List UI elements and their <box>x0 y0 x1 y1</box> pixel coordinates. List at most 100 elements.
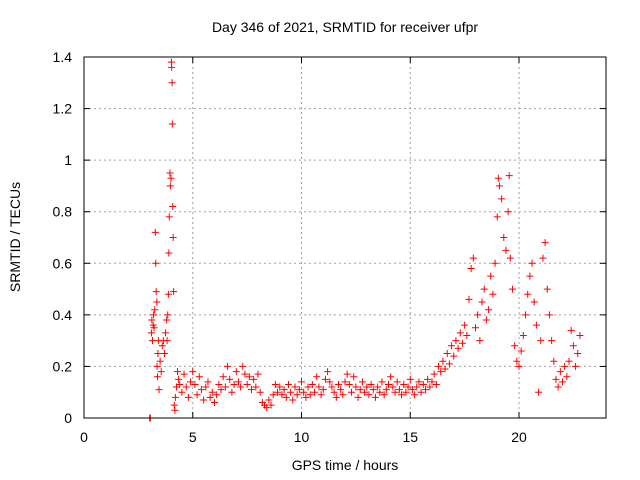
data-point <box>295 386 303 394</box>
data-point <box>211 399 218 407</box>
data-point <box>200 396 208 404</box>
data-point <box>160 350 168 358</box>
plot-frame <box>83 56 607 419</box>
data-point <box>402 388 410 396</box>
data-point <box>326 378 334 386</box>
data-point <box>480 285 488 293</box>
data-point <box>152 288 160 296</box>
data-point <box>204 378 212 386</box>
data-point <box>337 386 345 394</box>
data-point <box>252 383 260 391</box>
y-tick-label: 1.4 <box>53 49 73 65</box>
data-point <box>421 386 429 394</box>
data-point <box>241 370 249 378</box>
x-tick-label: 15 <box>402 429 418 445</box>
data-point <box>150 324 158 332</box>
data-point <box>280 386 288 394</box>
data-point <box>147 329 155 337</box>
data-point <box>474 311 482 319</box>
data-point <box>437 368 445 376</box>
data-point <box>163 337 171 345</box>
data-point <box>247 386 255 394</box>
data-point <box>178 388 186 396</box>
data-point <box>164 290 172 298</box>
data-point <box>155 386 163 394</box>
y-tick-label: 0.6 <box>53 255 73 271</box>
data-point <box>524 290 532 298</box>
data-point <box>554 383 562 391</box>
data-point <box>411 391 419 399</box>
data-point <box>476 337 484 345</box>
data-point <box>154 373 162 381</box>
chart-title: Day 346 of 2021, SRMTID for receiver ufp… <box>212 19 478 35</box>
data-point <box>154 350 162 358</box>
data-point <box>168 79 176 87</box>
data-point <box>472 324 479 332</box>
data-point <box>193 391 201 399</box>
data-point <box>315 383 323 391</box>
data-point <box>439 357 447 365</box>
data-point <box>505 172 513 180</box>
data-point <box>170 401 178 409</box>
data-point <box>491 259 499 267</box>
data-point <box>543 285 551 293</box>
data-point <box>485 306 493 314</box>
data-point <box>545 311 553 319</box>
data-point <box>363 383 371 391</box>
data-point <box>463 331 471 339</box>
data-point <box>265 396 273 404</box>
data-point <box>441 365 449 373</box>
data-point <box>324 368 332 376</box>
data-point <box>208 388 216 396</box>
data-point <box>306 391 314 399</box>
data-point <box>367 380 375 388</box>
data-point <box>215 380 223 388</box>
data-point <box>239 362 247 370</box>
data-point <box>452 337 460 345</box>
data-point <box>376 388 384 396</box>
data-point <box>274 388 282 396</box>
data-point <box>365 391 373 399</box>
data-point <box>330 388 338 396</box>
data-point <box>569 342 577 350</box>
data-point <box>284 380 292 388</box>
data-point <box>552 375 560 383</box>
data-point <box>561 362 569 370</box>
x-tick-label: 0 <box>80 429 88 445</box>
data-point <box>276 383 284 391</box>
x-tick-label: 5 <box>189 429 197 445</box>
data-point <box>291 383 299 391</box>
data-point <box>230 380 238 388</box>
data-point <box>415 378 423 386</box>
data-point <box>237 383 245 391</box>
data-point <box>508 285 516 293</box>
data-point <box>163 316 171 324</box>
data-point <box>202 383 210 391</box>
data-point <box>150 311 158 319</box>
data-point <box>311 388 319 396</box>
data-point <box>530 298 538 306</box>
data-point <box>254 370 262 378</box>
data-point <box>182 383 190 391</box>
data-point <box>358 378 366 386</box>
data-point <box>170 288 178 296</box>
data-point <box>378 378 386 386</box>
data-point <box>263 404 271 412</box>
data-point <box>559 378 566 386</box>
data-point <box>408 386 416 394</box>
data-point <box>443 350 451 358</box>
data-point <box>456 329 464 337</box>
data-point <box>482 316 490 324</box>
data-point <box>176 380 184 388</box>
data-point <box>567 326 575 334</box>
data-point <box>352 383 360 391</box>
data-point <box>461 321 469 329</box>
data-point <box>171 406 179 414</box>
axis-ticks: 0 5 10 15 20 0 0.2 0.4 0.6 0.8 1 1.2 1.4 <box>53 49 606 445</box>
data-point <box>219 373 227 381</box>
data-point <box>162 329 170 337</box>
data-point <box>576 331 584 339</box>
data-point <box>404 383 412 391</box>
data-point <box>348 388 356 396</box>
data-point <box>550 357 558 365</box>
